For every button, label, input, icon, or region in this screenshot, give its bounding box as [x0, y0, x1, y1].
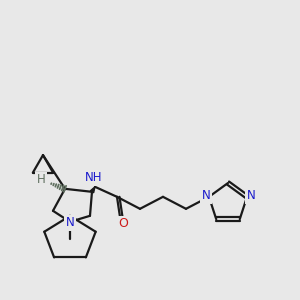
Text: H: H [37, 173, 45, 186]
Text: N: N [202, 189, 210, 202]
Polygon shape [90, 187, 95, 193]
Text: NH: NH [85, 171, 103, 184]
Text: O: O [118, 217, 128, 230]
Text: N: N [66, 216, 74, 229]
Text: N: N [247, 189, 255, 202]
